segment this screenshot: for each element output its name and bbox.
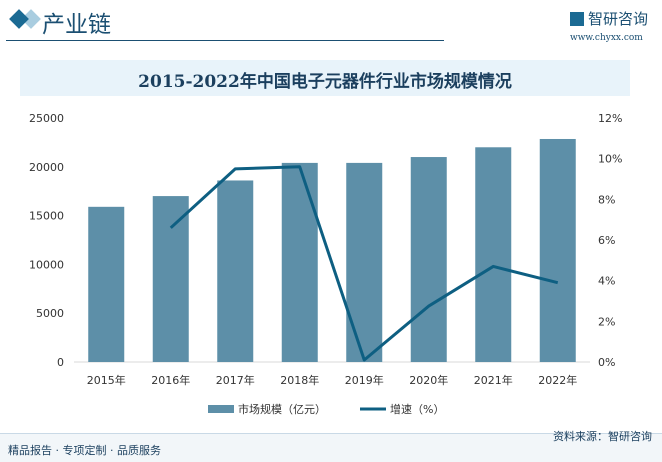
x-tick-label: 2018年 <box>280 373 319 387</box>
y-right-tick-label: 12% <box>598 112 622 125</box>
url: www.chyxx.com <box>570 33 643 43</box>
y-left-tick-label: 15000 <box>29 210 64 223</box>
x-tick-label: 2015年 <box>87 373 126 387</box>
legend-label: 增速（%） <box>390 402 444 416</box>
bar <box>217 180 254 362</box>
y-left-tick-label: 5000 <box>36 307 64 320</box>
footer-slogan: 精品报告 · 专项定制 · 品质服务 <box>8 444 161 457</box>
y-right-tick-label: 0% <box>598 356 615 369</box>
bar <box>475 147 512 362</box>
source-text: 资料来源：智研咨询 <box>553 430 652 443</box>
bar <box>281 162 318 362</box>
chart-title: 2015-2022年中国电子元器件行业市场规模情况 <box>138 72 512 92</box>
y-right-tick-label: 2% <box>598 315 615 328</box>
chart: 0 5000 10000 15000 20000 25000 0% 2% 4% 6% 8% 10% 12… <box>29 112 622 416</box>
y-left-tick-label: 20000 <box>29 161 64 174</box>
growth-line <box>169 165 559 362</box>
x-tick-label: 2016年 <box>151 373 190 387</box>
logo-text: 智研咨询 <box>588 10 649 28</box>
bar <box>539 138 576 362</box>
x-tick-label: 2022年 <box>538 373 577 387</box>
y-right-tick-label: 8% <box>598 193 615 206</box>
y-left-tick-label: 0 <box>57 356 64 369</box>
legend-bar-swatch <box>208 405 234 413</box>
bar <box>152 196 189 362</box>
divider <box>6 40 444 41</box>
header: 产业链 智研咨询 www.chyxx.com <box>0 0 662 46</box>
x-tick-label: 2017年 <box>216 373 255 387</box>
y-left-tick-label: 10000 <box>29 258 64 271</box>
y-right-tick-label: 4% <box>598 275 615 288</box>
title-bar: 2015-2022年中国电子元器件行业市场规模情况 <box>20 60 630 96</box>
footer: 精品报告 · 专项定制 · 品质服务 资料来源：智研咨询 <box>0 430 662 462</box>
y-right-tick-label: 6% <box>598 234 615 247</box>
x-tick-label: 2019年 <box>345 373 384 387</box>
legend-label: 市场规模（亿元） <box>238 402 326 416</box>
x-tick-label: 2020年 <box>409 373 448 387</box>
section-title: 产业链 <box>42 12 111 38</box>
x-tick-label: 2021年 <box>474 373 513 387</box>
bar <box>346 162 383 362</box>
y-left-tick-label: 25000 <box>29 112 64 125</box>
logo-icon <box>570 12 584 26</box>
logo: 智研咨询 <box>570 8 648 29</box>
bar <box>88 206 125 362</box>
bar <box>410 157 447 362</box>
y-right-tick-label: 10% <box>598 153 622 166</box>
